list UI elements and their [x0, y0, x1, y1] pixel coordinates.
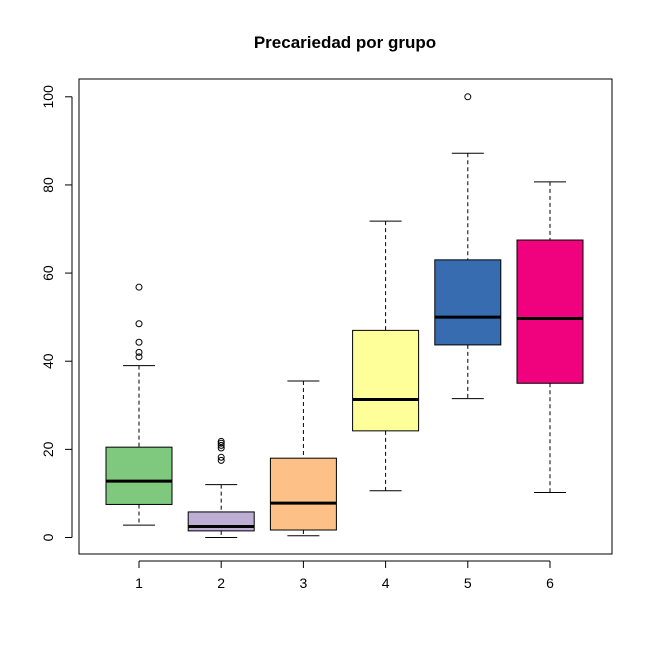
outlier-point: [135, 283, 143, 291]
box-iqr: [352, 329, 420, 432]
outlier-point: [464, 93, 472, 101]
x-tick-label: 5: [464, 575, 472, 591]
box-iqr: [434, 259, 502, 346]
box-iqr: [269, 457, 337, 531]
box-iqr: [105, 446, 173, 505]
box-iqr: [516, 239, 584, 384]
x-axis: 1 2 3 4 5 6: [135, 560, 554, 591]
outlier-point: [135, 348, 143, 356]
x-tick-label: 4: [382, 575, 390, 591]
box-group-3: [269, 380, 337, 537]
outlier-point: [135, 338, 143, 346]
y-tick-label: 40: [40, 353, 56, 369]
y-tick-label: 20: [40, 441, 56, 457]
x-tick-label: 6: [546, 575, 554, 591]
y-tick-label: 100: [40, 85, 56, 109]
box-group-2: [187, 437, 255, 538]
outlier-point: [217, 456, 225, 464]
plot-frame: [78, 78, 613, 555]
y-tick-label: 60: [40, 265, 56, 281]
outlier-point: [217, 437, 225, 445]
box-group-4: [352, 220, 420, 492]
x-tick-label: 2: [217, 575, 225, 591]
box-group-5: [434, 93, 502, 400]
box-group-1: [105, 283, 173, 526]
box-iqr: [187, 511, 255, 532]
x-tick-label: 1: [135, 575, 143, 591]
x-tick-label: 3: [300, 575, 308, 591]
outlier-point: [217, 441, 225, 449]
boxes-layer: [105, 93, 584, 538]
outlier-point: [217, 444, 225, 452]
box-group-6: [516, 181, 584, 494]
outlier-point: [135, 320, 143, 328]
y-axis: 0 20 40 60 80 100: [40, 85, 73, 541]
chart-title: Precariedad por grupo: [254, 33, 436, 52]
y-tick-label: 0: [40, 533, 56, 541]
outlier-point: [135, 353, 143, 361]
outlier-point: [217, 453, 225, 461]
y-tick-label: 80: [40, 177, 56, 193]
